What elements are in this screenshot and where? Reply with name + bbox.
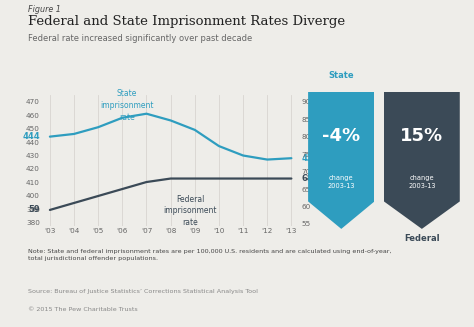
Text: Federal: Federal <box>404 234 440 243</box>
Text: 428: 428 <box>301 154 319 163</box>
Text: Federal
imprisonment
rate: Federal imprisonment rate <box>163 195 217 227</box>
Text: -4%: -4% <box>322 127 360 145</box>
Text: change
2003-13: change 2003-13 <box>328 175 355 189</box>
Text: State: State <box>328 71 354 80</box>
Text: 444: 444 <box>22 132 40 141</box>
Text: Federal rate increased significantly over past decade: Federal rate increased significantly ove… <box>28 34 253 43</box>
Text: Note: State and federal imprisonment rates are per 100,000 U.S. residents and ar: Note: State and federal imprisonment rat… <box>28 249 392 261</box>
Text: 59: 59 <box>28 205 40 215</box>
Text: Source: Bureau of Justice Statistics’ Corrections Statistical Analysis Tool: Source: Bureau of Justice Statistics’ Co… <box>28 289 258 294</box>
Polygon shape <box>384 92 460 229</box>
Text: 68: 68 <box>301 174 313 183</box>
Text: Figure 1: Figure 1 <box>28 5 61 14</box>
Polygon shape <box>308 92 374 229</box>
Text: © 2015 The Pew Charitable Trusts: © 2015 The Pew Charitable Trusts <box>28 307 138 312</box>
Text: Federal and State Imprisonment Rates Diverge: Federal and State Imprisonment Rates Div… <box>28 15 346 28</box>
Text: change
2003-13: change 2003-13 <box>408 175 436 189</box>
Text: 15%: 15% <box>401 127 443 145</box>
Text: State
imprisonment
rate: State imprisonment rate <box>100 89 154 122</box>
